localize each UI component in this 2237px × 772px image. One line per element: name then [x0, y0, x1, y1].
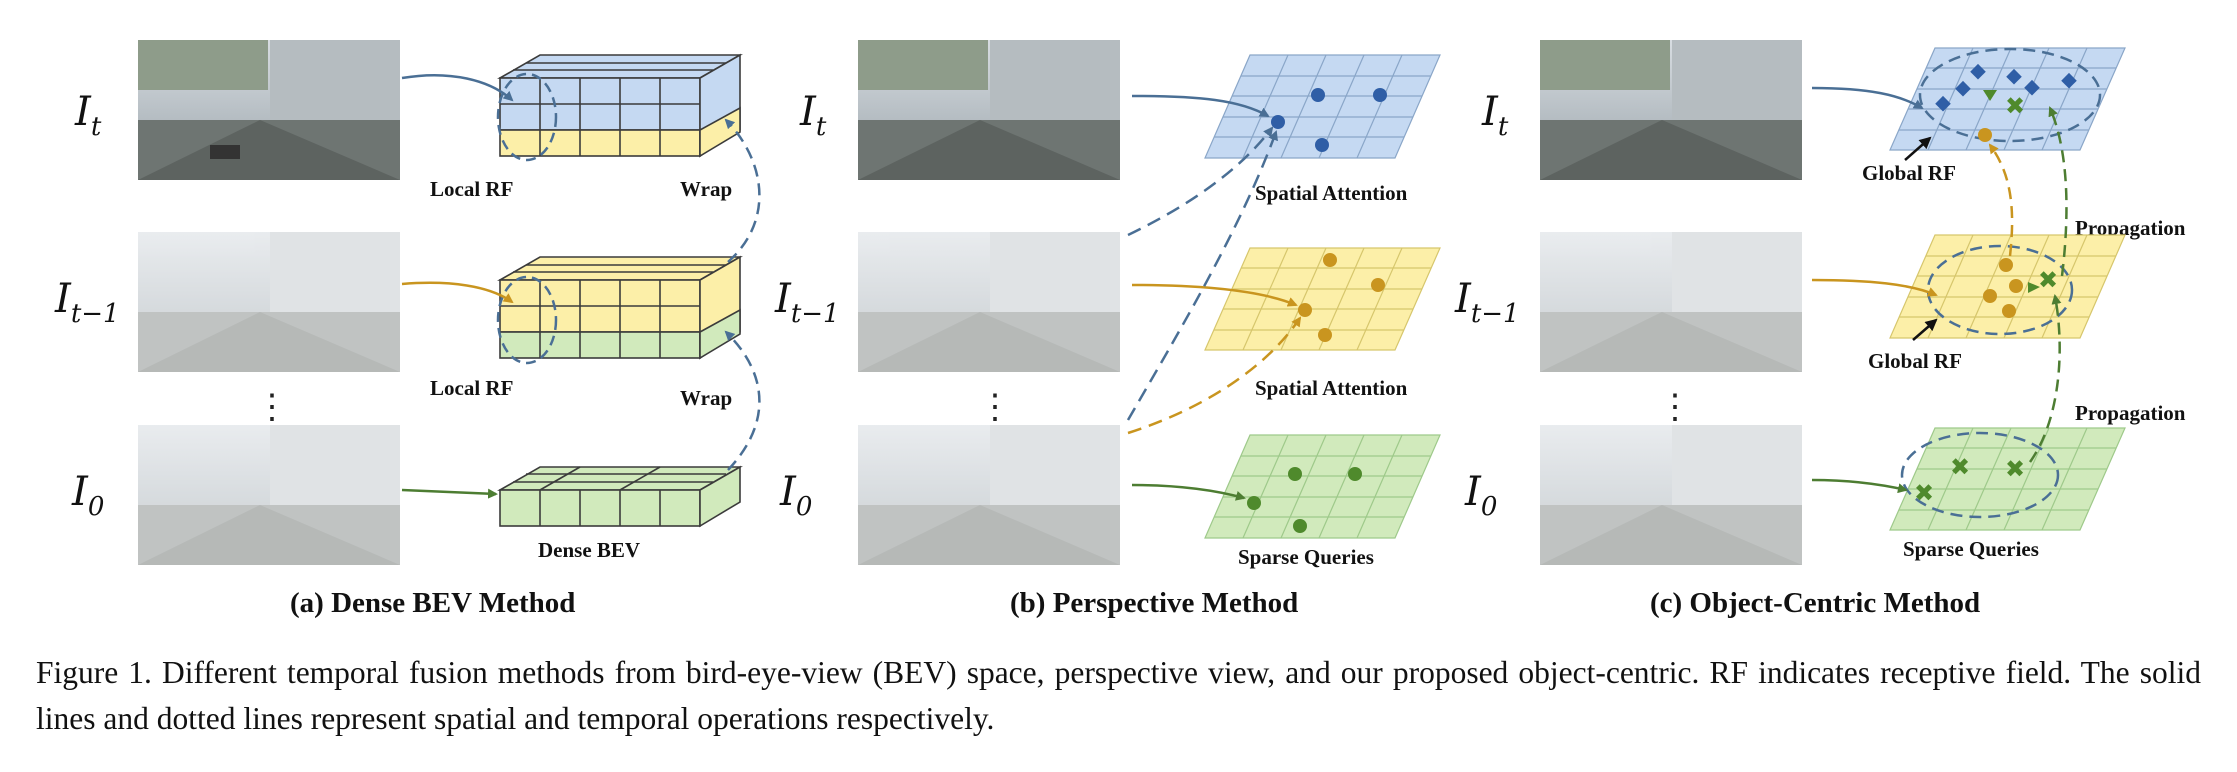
arrow-b-t	[1131, 94, 1270, 118]
sparse-query-cross: ✖	[1950, 453, 1970, 481]
arrow-b-0	[1131, 483, 1246, 501]
propagation-arrow-green-mid-to-top	[2048, 106, 2068, 277]
sparse-query-cross: ✖	[1914, 479, 1934, 507]
arrow-c-0	[1811, 478, 1908, 494]
global-rf-circle-mid	[1926, 244, 2074, 336]
bev-cube-top	[497, 53, 743, 158]
sparse-queries-label: Sparse Queries	[1238, 545, 1374, 569]
query-point	[1315, 138, 1329, 152]
propagated-query-point	[1978, 128, 1992, 142]
query-point	[1311, 88, 1325, 102]
figure-caption: Figure 1. Different temporal fusion meth…	[36, 655, 2201, 736]
bev-grid-middle	[1204, 247, 1441, 351]
global-rf-pointer-top	[1904, 136, 1932, 161]
ellipsis: ⋮	[255, 389, 289, 426]
propagated-query-marker	[2028, 282, 2040, 293]
arrow-c-t-1	[1811, 278, 1938, 297]
camera-frame-t	[1540, 40, 1802, 180]
local-rf-label-top: Local RF	[430, 177, 513, 201]
camera-frame-t-1	[1540, 232, 1802, 372]
bev-grid-bottom	[1889, 427, 2126, 531]
query-point	[1318, 328, 1332, 342]
query-point	[2009, 279, 2023, 293]
sparse-query-circle	[1900, 431, 2060, 519]
figure-diagram: It It−1 ⋮ I0	[54, 40, 2186, 619]
panel-b-title: (b) Perspective Method	[1010, 587, 1298, 619]
query-point	[1247, 496, 1261, 510]
panel-c: It It−1 ⋮ I0	[1454, 40, 2186, 619]
panel-b: It It−1 ⋮ I0	[774, 40, 1441, 619]
query-point	[1323, 253, 1337, 267]
dense-bev-cube	[497, 465, 743, 528]
propagation-arrow-t-1-to-t	[1988, 143, 2014, 257]
local-rf-circle-mid	[496, 275, 558, 365]
panel-a-title: (a) Dense BEV Method	[290, 587, 575, 619]
wrap-arrow-top	[724, 118, 761, 263]
frame-label-t-1: It−1	[1454, 276, 1520, 329]
temporal-arrow-0-to-t-1	[1127, 316, 1302, 435]
query-point	[2002, 304, 2016, 318]
frame-label-t-1: It−1	[54, 276, 120, 329]
spatial-attention-label-top: Spatial Attention	[1255, 181, 1408, 205]
spatial-attention-label-mid: Spatial Attention	[1255, 376, 1408, 400]
propagation-arrow-green-bottom-to-mid	[2028, 294, 2062, 463]
global-rf-label-mid: Global RF	[1868, 349, 1962, 373]
camera-frame-t	[138, 40, 400, 180]
query-point	[1373, 88, 1387, 102]
temporal-arrow-t-1-to-t	[1127, 126, 1274, 237]
frame-label-t-1: It−1	[774, 276, 840, 329]
propagated-query-marker	[1983, 90, 1997, 101]
panel-c-title: (c) Object-Centric Method	[1650, 587, 1980, 619]
camera-frame-0	[138, 425, 400, 565]
arrow-a-0	[401, 488, 498, 499]
propagated-query-cross: ✖	[2038, 266, 2058, 294]
query-point	[1271, 115, 1285, 129]
temporal-arrow-0-to-t	[1126, 130, 1278, 421]
ellipsis: ⋮	[978, 389, 1012, 426]
query-point	[1371, 278, 1385, 292]
query-point	[1298, 303, 1312, 317]
camera-frame-t-1	[138, 232, 400, 372]
query-point	[1983, 289, 1997, 303]
bev-grid-middle	[1889, 234, 2126, 339]
sparse-queries-label: Sparse Queries	[1903, 537, 2039, 561]
camera-frame-0	[1540, 425, 1802, 565]
frame-label-0: I0	[779, 469, 812, 522]
global-rf-pointer-mid	[1912, 318, 1938, 341]
frame-label-t: It	[799, 89, 827, 142]
wrap-label-top: Wrap	[680, 177, 732, 201]
camera-frame-t-1	[858, 232, 1120, 372]
panel-a: It It−1 ⋮ I0	[54, 40, 761, 619]
bev-grid-bottom	[1204, 434, 1441, 539]
global-rf-label-top: Global RF	[1862, 161, 1956, 185]
propagated-query-cross: ✖	[2005, 92, 2025, 120]
local-rf-circle-top	[496, 72, 558, 162]
arrow-a-t	[401, 74, 514, 102]
frame-label-t: It	[74, 89, 102, 142]
sparse-query-cross: ✖	[2005, 455, 2025, 483]
camera-frame-t	[858, 40, 1120, 180]
arrow-b-t-1	[1131, 283, 1298, 307]
query-point	[1288, 467, 1302, 481]
ellipsis: ⋮	[1658, 389, 1692, 426]
bev-cube-middle	[497, 255, 743, 360]
wrap-label-mid: Wrap	[680, 386, 732, 410]
wrap-arrow-mid	[724, 330, 761, 471]
query-point	[1293, 519, 1307, 533]
global-rf-circle-top	[1918, 47, 2102, 143]
query-point	[1348, 467, 1362, 481]
frame-label-0: I0	[71, 469, 104, 522]
arrow-c-t	[1811, 86, 1924, 110]
dense-bev-label: Dense BEV	[538, 538, 640, 562]
frame-label-0: I0	[1464, 469, 1497, 522]
frame-label-t: It	[1481, 89, 1509, 142]
arrow-a-t-1	[401, 281, 514, 304]
propagation-label-bottom: Propagation	[2075, 401, 2186, 425]
query-point	[1999, 258, 2013, 272]
local-rf-label-mid: Local RF	[430, 376, 513, 400]
camera-frame-0	[858, 425, 1120, 565]
